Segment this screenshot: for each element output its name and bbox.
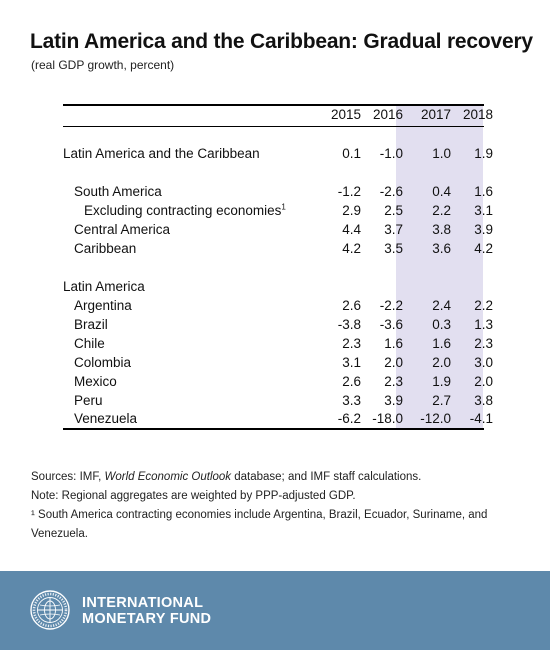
- table-cell: 3.8: [474, 393, 493, 408]
- row-label: Mexico: [74, 374, 117, 389]
- table-row: Central America 4.4 3.7 3.8 3.9: [63, 222, 493, 241]
- section-label: Latin America: [63, 279, 145, 294]
- table-cell: -1.0: [379, 146, 403, 161]
- table-cell: -18.0: [372, 411, 403, 426]
- table-cell: 1.9: [474, 146, 493, 161]
- table-cell: 0.1: [342, 146, 361, 161]
- table-cell: 3.6: [432, 241, 451, 256]
- table-cell: 0.3: [432, 317, 451, 332]
- aggregation-note: Note: Regional aggregates are weighted b…: [31, 490, 356, 502]
- table-row: Mexico 2.6 2.3 1.9 2.0: [63, 374, 493, 393]
- table-cell: 2.3: [384, 374, 403, 389]
- table-cell: 1.6: [384, 336, 403, 351]
- table-row: Peru 3.3 3.9 2.7 3.8: [63, 393, 493, 412]
- table-cell: 1.9: [432, 374, 451, 389]
- table-cell: -12.0: [420, 411, 451, 426]
- table-cell: -2.6: [379, 184, 403, 199]
- row-label: Brazil: [74, 317, 108, 332]
- table-cell: 0.4: [432, 184, 451, 199]
- column-header: 2016: [372, 107, 403, 122]
- table-cell: 3.1: [474, 203, 493, 218]
- row-label: South America: [74, 184, 162, 199]
- table-row: Latin America and the Caribbean 0.1 -1.0…: [63, 146, 493, 165]
- table-cell: 2.2: [432, 203, 451, 218]
- table-cell: 4.4: [342, 222, 361, 237]
- table-cell: 2.0: [384, 355, 403, 370]
- table-cell: 2.3: [342, 336, 361, 351]
- row-label: Central America: [74, 222, 171, 237]
- table-cell: 3.9: [384, 393, 403, 408]
- table-header-rule: [63, 126, 484, 127]
- column-header: 2018: [462, 107, 493, 122]
- table-bottom-rule: [63, 428, 484, 430]
- footnote-marker: 1: [281, 202, 286, 212]
- table-row: South America -1.2 -2.6 0.4 1.6: [63, 184, 493, 203]
- table-cell: -6.2: [337, 411, 361, 426]
- table-top-rule: [63, 104, 484, 106]
- table-cell: 1.6: [432, 336, 451, 351]
- table-cell: 1.0: [432, 146, 451, 161]
- table-cell: 2.2: [474, 298, 493, 313]
- table-cell: -3.8: [337, 317, 361, 332]
- table-cell: 3.3: [342, 393, 361, 408]
- table-cell: 3.1: [342, 355, 361, 370]
- table-row: Brazil -3.8 -3.6 0.3 1.3: [63, 317, 493, 336]
- imf-seal-icon: [30, 590, 70, 630]
- table-cell: 3.9: [474, 222, 493, 237]
- row-label: Colombia: [74, 355, 132, 370]
- table-cell: 2.7: [432, 393, 451, 408]
- row-label: Venezuela: [74, 411, 138, 426]
- row-label: Latin America and the Caribbean: [63, 146, 260, 161]
- imf-wordmark: INTERNATIONAL MONETARY FUND: [82, 595, 212, 627]
- imf-footer: INTERNATIONAL MONETARY FUND: [0, 571, 550, 650]
- table-cell: 1.3: [474, 317, 493, 332]
- table-row: Caribbean 4.2 3.5 3.6 4.2: [63, 241, 493, 260]
- row-label: Chile: [74, 336, 105, 351]
- page-subtitle: (real GDP growth, percent): [31, 58, 175, 72]
- footnote-continued: Venezuela.: [31, 528, 88, 540]
- table-row: Argentina 2.6 -2.2 2.4 2.2: [63, 298, 493, 317]
- row-label: Caribbean: [74, 241, 137, 256]
- row-label: Excluding contracting economies1: [84, 202, 286, 218]
- table-cell: 1.6: [474, 184, 493, 199]
- sources-note: Sources: IMF, World Economic Outlook dat…: [31, 471, 422, 483]
- footnote: ¹ South America contracting economies in…: [31, 509, 488, 521]
- table-cell: 2.0: [432, 355, 451, 370]
- row-label: Peru: [74, 393, 103, 408]
- table-cell: 2.6: [342, 374, 361, 389]
- table-row: Chile 2.3 1.6 1.6 2.3: [63, 336, 493, 355]
- table-cell: 2.3: [474, 336, 493, 351]
- table-cell: 2.0: [474, 374, 493, 389]
- table-cell: 4.2: [474, 241, 493, 256]
- table-cell: 4.2: [342, 241, 361, 256]
- table-cell: 3.8: [432, 222, 451, 237]
- table-cell: 3.7: [384, 222, 403, 237]
- table-cell: -4.1: [469, 411, 493, 426]
- table-cell: -2.2: [379, 298, 403, 313]
- table-section-row: Latin America: [63, 279, 484, 298]
- row-label: Argentina: [74, 298, 132, 313]
- table-cell: 3.5: [384, 241, 403, 256]
- table-cell: -3.6: [379, 317, 403, 332]
- table-row: Excluding contracting economies1 2.9 2.5…: [63, 202, 493, 222]
- column-header: 2015: [330, 107, 361, 122]
- page-title: Latin America and the Caribbean: Gradual…: [30, 30, 533, 53]
- table-notes: Sources: IMF, World Economic Outlook dat…: [31, 468, 521, 544]
- table-cell: 2.5: [384, 203, 403, 218]
- table-cell: 3.0: [474, 355, 493, 370]
- projection-band: [396, 104, 483, 429]
- table-row: Colombia 3.1 2.0 2.0 3.0: [63, 355, 493, 374]
- table-cell: 2.6: [342, 298, 361, 313]
- table-cell: 2.4: [432, 298, 451, 313]
- column-header: 2017: [420, 107, 451, 122]
- table-header-row: 2015 2016 2017 2018: [63, 107, 493, 126]
- table-cell: -1.2: [337, 184, 361, 199]
- table-row: Venezuela -6.2 -18.0 -12.0 -4.1: [63, 411, 493, 430]
- table-cell: 2.9: [342, 203, 361, 218]
